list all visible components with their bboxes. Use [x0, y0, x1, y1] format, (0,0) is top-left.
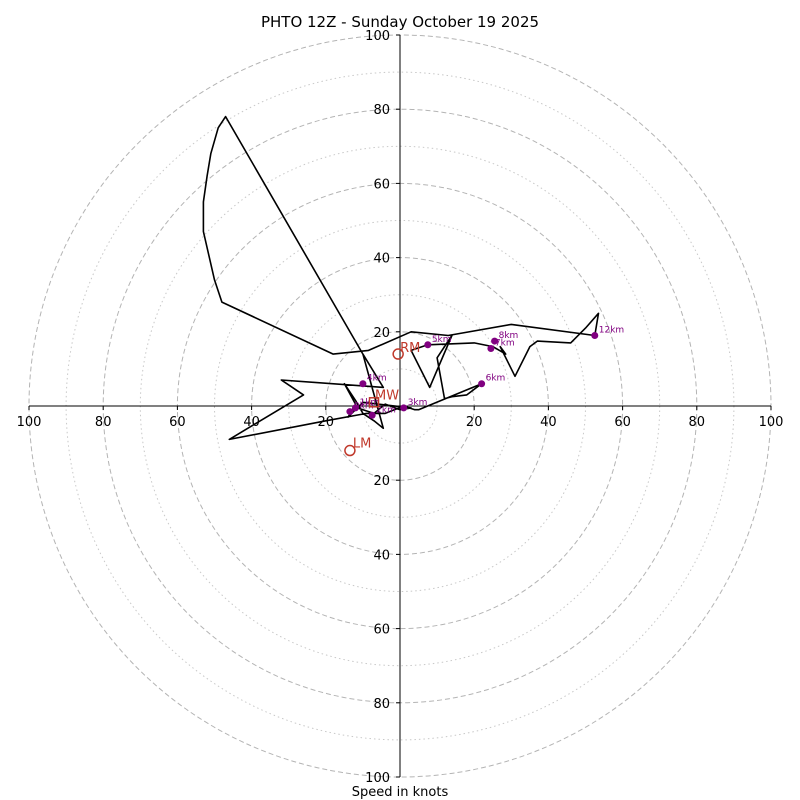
left-mover-label: LM	[353, 437, 371, 452]
x-axis-label: Speed in knots	[352, 785, 449, 800]
height-label-8km: 8km	[499, 331, 519, 341]
y-tick-label: 100	[365, 29, 390, 44]
height-label-12km: 12km	[599, 326, 624, 336]
x-tick-label: 80	[689, 415, 706, 430]
chart-title: PHTO 12Z - Sunday October 19 2025	[261, 13, 539, 31]
height-marker-6km	[478, 380, 486, 388]
x-tick-label: 20	[466, 415, 483, 430]
height-marker-12km	[591, 332, 599, 340]
y-tick-label: 80	[373, 697, 390, 712]
height-marker-2km	[368, 411, 376, 419]
y-tick-label: 20	[373, 474, 390, 489]
y-tick-label: 60	[373, 623, 390, 638]
hodograph-trace	[202, 115, 600, 441]
x-tick-label: 80	[95, 415, 112, 430]
y-tick-label: 100	[365, 771, 390, 786]
height-label-5km: 5km	[432, 335, 452, 345]
height-label-4km: 4km	[367, 374, 387, 384]
x-tick-label: 40	[540, 415, 557, 430]
x-tick-label: 100	[17, 415, 42, 430]
y-tick-label: 40	[373, 252, 390, 267]
y-tick-label: 20	[373, 326, 390, 341]
height-label-2km: 2km	[376, 405, 396, 415]
x-tick-label: 40	[243, 415, 260, 430]
x-tick-label: 60	[614, 415, 631, 430]
y-tick-label: 40	[373, 548, 390, 563]
y-tick-label: 80	[373, 103, 390, 118]
x-tick-label: 60	[169, 415, 186, 430]
height-label-0km: 0km	[354, 402, 374, 412]
height-label-7km: 7km	[495, 338, 515, 348]
mean-wind-marker	[368, 397, 380, 408]
storm-motion-markers: RM LM MW	[344, 341, 420, 457]
height-label-6km: 6km	[486, 374, 506, 384]
height-marker-3km	[400, 404, 408, 412]
height-marker-1km	[351, 404, 359, 412]
right-mover-label: RM	[400, 341, 420, 356]
x-tick-label: 100	[759, 415, 784, 430]
right-mover-marker	[392, 348, 404, 360]
height-marker-5km	[424, 341, 432, 349]
height-label-3km: 3km	[408, 398, 428, 408]
height-marker-8km	[491, 337, 499, 345]
mean-wind-label: MW	[375, 388, 399, 403]
x-tick-label: 20	[318, 415, 335, 430]
axis-ticks: 100 80 60 40 20 20 40 60 80 100 100 80 60 40 20 20 40 60 8…	[17, 29, 784, 786]
y-tick-label: 60	[373, 177, 390, 192]
height-marker-7km	[487, 344, 495, 352]
left-mover-marker	[344, 444, 356, 457]
height-marker-0km	[346, 408, 354, 416]
height-marker-4km	[359, 380, 367, 388]
